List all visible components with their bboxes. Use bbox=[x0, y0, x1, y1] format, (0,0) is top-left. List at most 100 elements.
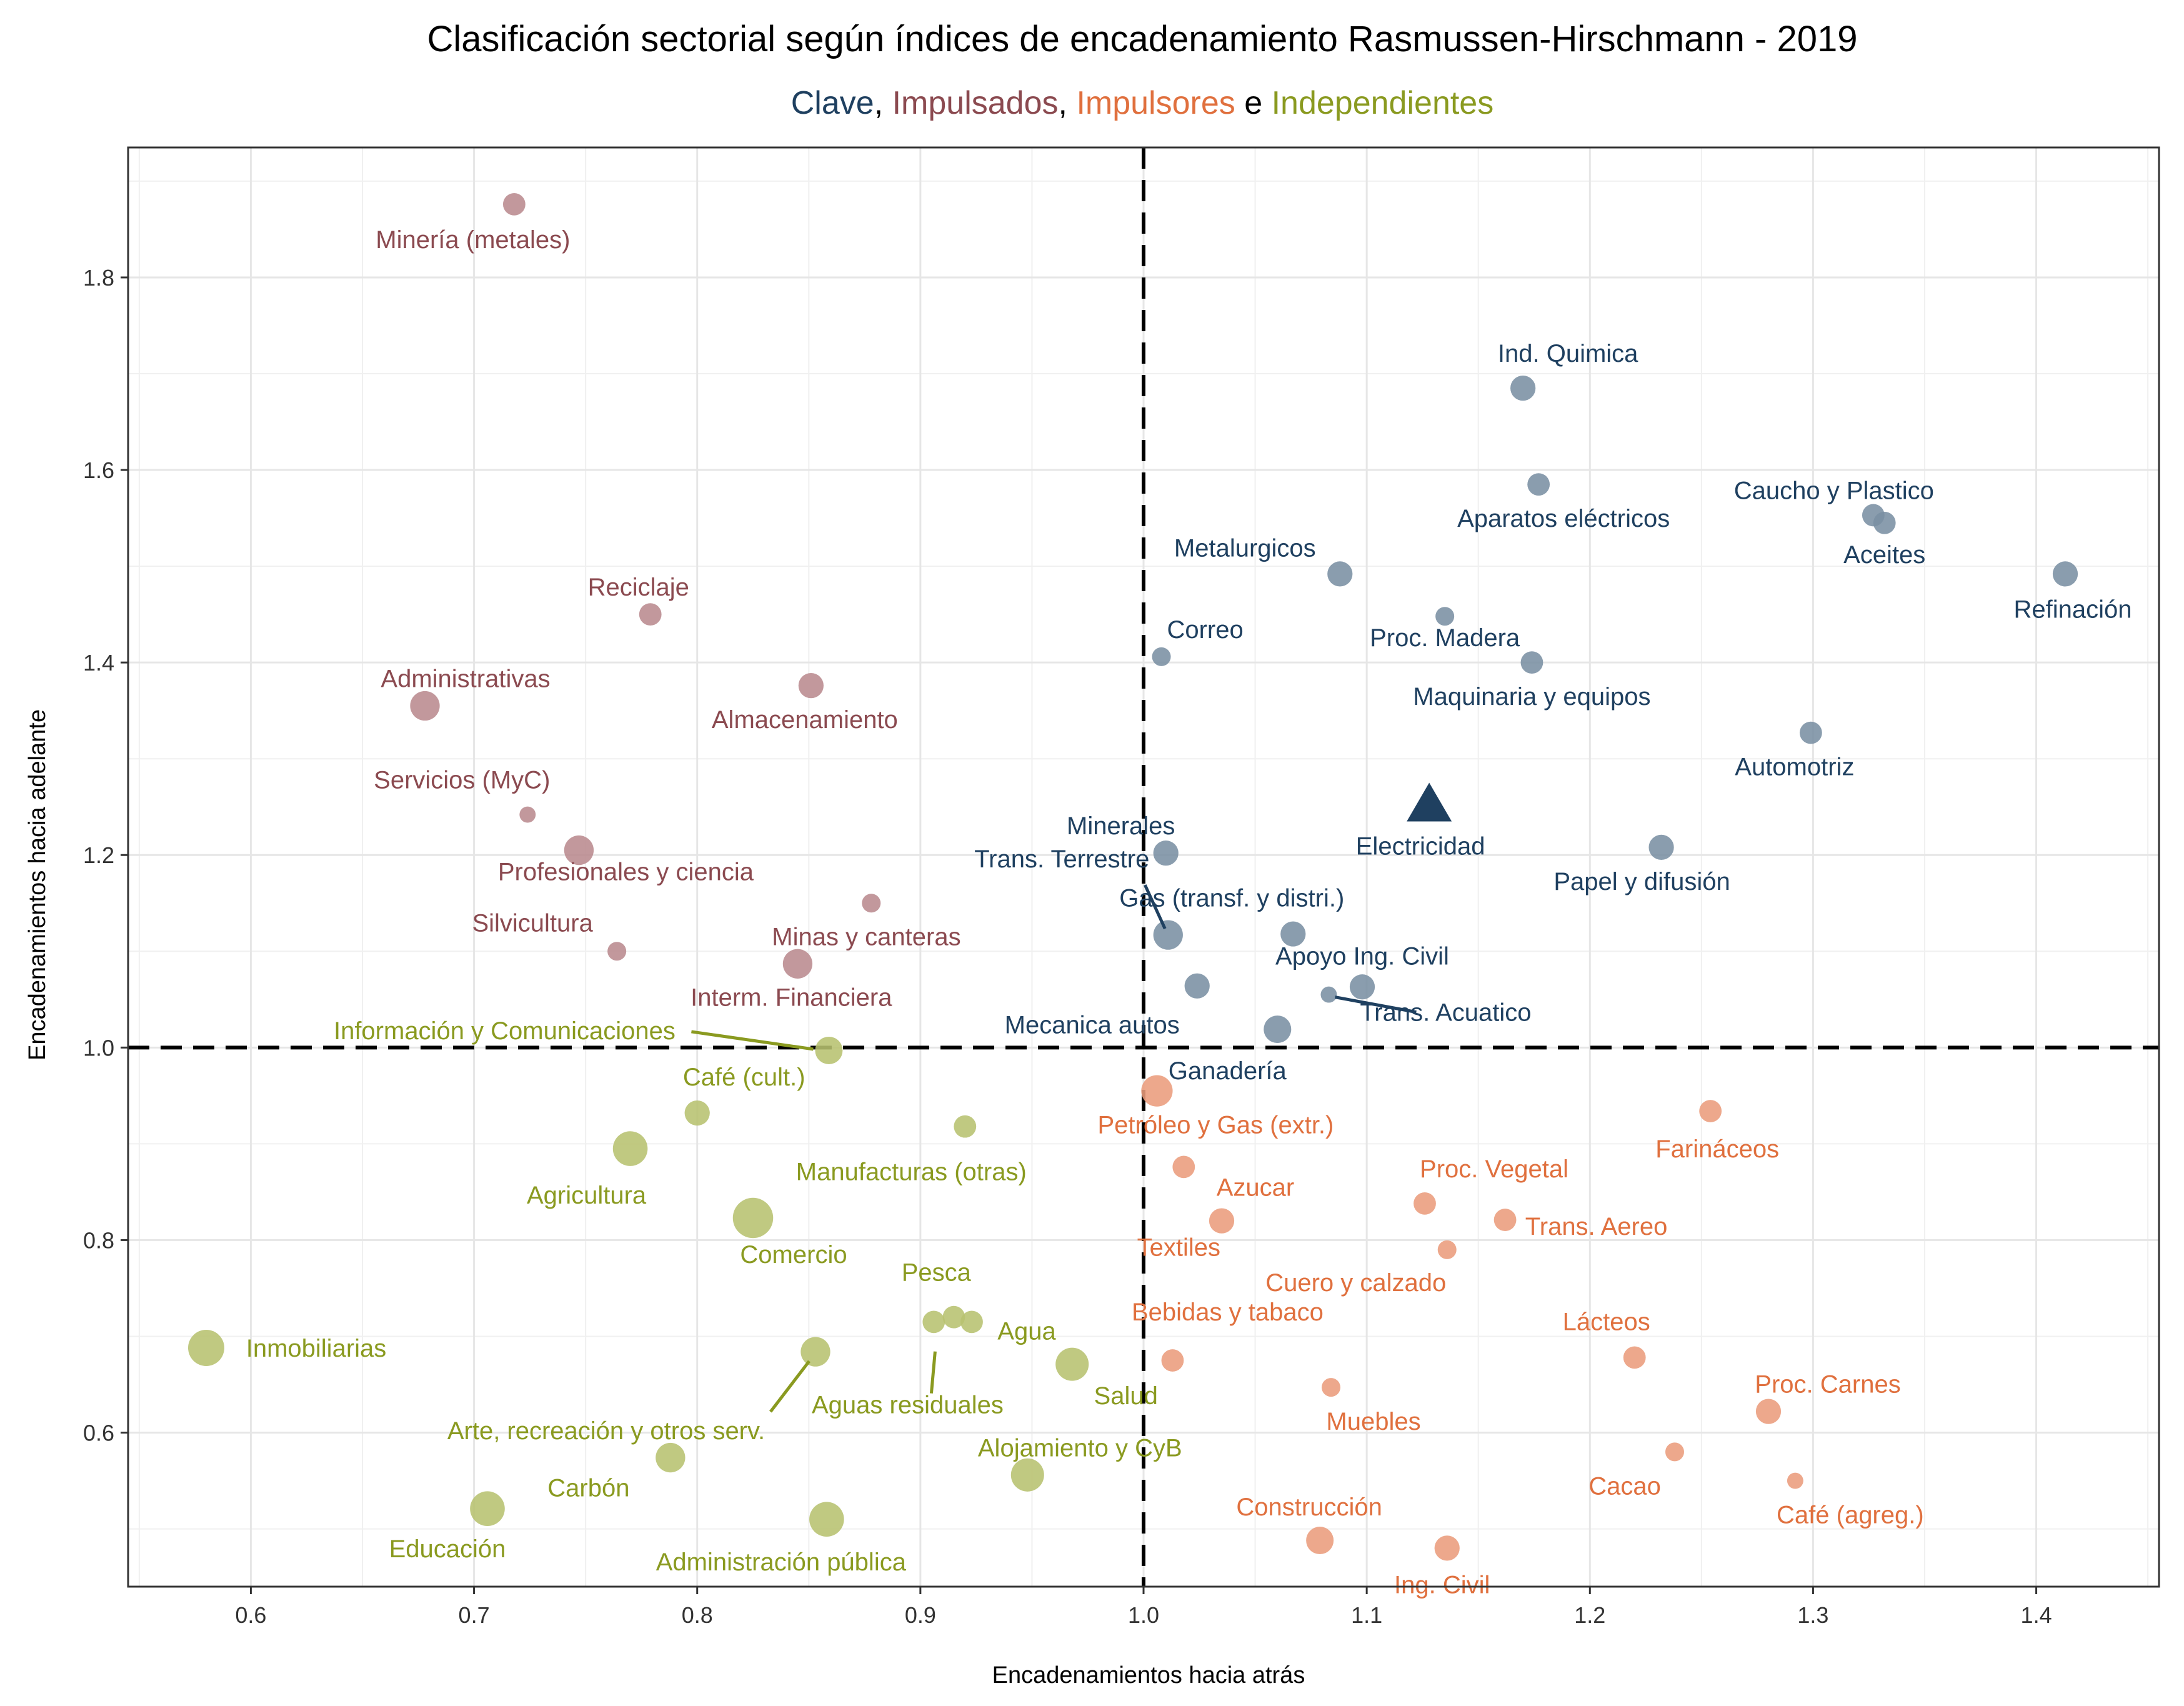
y-tick-label: 1.0 bbox=[83, 1035, 114, 1060]
point-metalurgicos bbox=[1327, 561, 1353, 587]
point-minas-y-canteras bbox=[782, 949, 813, 979]
point-proc-madera bbox=[1435, 607, 1455, 626]
label-caucho-y-plastico: Caucho y Plastico bbox=[1734, 477, 1934, 504]
point-correo bbox=[1152, 647, 1171, 666]
point-silvicultura bbox=[607, 942, 627, 961]
label-construccion: Construcción bbox=[1236, 1494, 1382, 1521]
y-tick-label: 0.8 bbox=[83, 1227, 114, 1253]
point-ing-civil bbox=[1434, 1535, 1460, 1561]
label-electricidad: Electricidad bbox=[1356, 833, 1485, 860]
y-tick-label: 1.6 bbox=[83, 457, 114, 483]
chart-title: Clasificación sectorial según índices de… bbox=[427, 19, 1858, 59]
point-salud bbox=[1055, 1347, 1089, 1381]
label-aparatos-electricos: Aparatos eléctricos bbox=[1457, 505, 1670, 532]
label-ganaderia: Ganadería bbox=[1169, 1057, 1287, 1085]
label-informacion-y-comunicaciones: Información y Comunicaciones bbox=[334, 1017, 676, 1045]
label-petroleo-y-gas-extr: Petróleo y Gas (extr.) bbox=[1097, 1112, 1334, 1139]
point-reciclaje bbox=[639, 603, 662, 626]
label-educacion: Educación bbox=[389, 1535, 506, 1563]
point-automotriz bbox=[1799, 721, 1822, 744]
axis-ticks: 0.6 0.7 0.8 0.9 1.0 1.1 1.2 1.3 1.4 0.6 0.8 1.0 1.2 1… bbox=[83, 265, 2052, 1628]
point-almacenamiento bbox=[798, 672, 824, 699]
label-cacao: Cacao bbox=[1588, 1472, 1661, 1500]
label-manufacturas-otras: Manufacturas (otras) bbox=[796, 1159, 1027, 1186]
leader-informacion-y-comunicaciones bbox=[691, 1030, 814, 1051]
point-proc-vegetal bbox=[1414, 1192, 1436, 1215]
x-tick-label: 1.1 bbox=[1351, 1602, 1382, 1628]
label-muebles: Muebles bbox=[1326, 1408, 1420, 1435]
point-lacteos bbox=[1623, 1346, 1646, 1369]
label-aguas-residuales: Aguas residuales bbox=[812, 1392, 1004, 1419]
leader-arte-recreacion-y-otros-serv bbox=[769, 1360, 810, 1413]
label-pesca: Pesca bbox=[902, 1259, 972, 1286]
point-trans-acuatico bbox=[1320, 986, 1337, 1003]
label-administracion-publica: Administración pública bbox=[656, 1549, 907, 1576]
label-carbon: Carbón bbox=[547, 1475, 629, 1502]
label-maquinaria-y-equipos: Maquinaria y equipos bbox=[1413, 683, 1650, 711]
y-tick-label: 1.2 bbox=[83, 842, 114, 868]
point-muebles bbox=[1322, 1378, 1340, 1397]
label-automotriz: Automotriz bbox=[1735, 754, 1854, 781]
chart-subtitle: Clave, Impulsados, Impulsores e Independ… bbox=[791, 85, 1493, 121]
x-tick-label: 1.2 bbox=[1574, 1602, 1605, 1628]
point-aguas-residuales bbox=[942, 1305, 965, 1329]
leader-trans-acuatico bbox=[1334, 995, 1417, 1014]
point-inmobiliarias bbox=[188, 1329, 224, 1366]
label-agricultura: Agricultura bbox=[527, 1182, 647, 1209]
y-axis-title: Encadenamientos hacia adelante bbox=[24, 709, 51, 1060]
point-petroleo-y-gas-extr bbox=[1141, 1075, 1173, 1107]
label-administrativas: Administrativas bbox=[381, 665, 550, 692]
y-tick-label: 1.8 bbox=[83, 265, 114, 291]
x-tick-label: 0.7 bbox=[459, 1602, 490, 1628]
label-agua: Agua bbox=[997, 1317, 1056, 1345]
point-textiles bbox=[1172, 1155, 1195, 1179]
label-almacenamiento: Almacenamiento bbox=[712, 706, 898, 734]
label-proc-madera: Proc. Madera bbox=[1370, 624, 1520, 652]
point-proc-carnes bbox=[1755, 1399, 1782, 1424]
point-comercio bbox=[732, 1197, 774, 1239]
subtitle-part: , bbox=[874, 85, 892, 121]
point-alojamiento-y-cyb bbox=[1010, 1458, 1044, 1492]
point-azucar bbox=[1209, 1208, 1235, 1234]
point-mineria-metales bbox=[502, 192, 526, 216]
point-papel-y-difusion bbox=[1648, 834, 1674, 860]
point-minerales bbox=[1153, 841, 1179, 866]
label-papel-y-difusion: Papel y difusión bbox=[1553, 868, 1730, 895]
label-mecanica-autos: Mecanica autos bbox=[1005, 1012, 1180, 1039]
point-refinacion bbox=[2052, 561, 2078, 587]
label-profesionales-y-ciencia: Profesionales y ciencia bbox=[498, 859, 754, 886]
subtitle-part: Independientes bbox=[1272, 85, 1494, 121]
label-arte-recreacion-y-otros-serv: Arte, recreación y otros serv. bbox=[447, 1417, 765, 1445]
label-metalurgicos: Metalurgicos bbox=[1174, 534, 1316, 562]
label-correo: Correo bbox=[1167, 616, 1243, 644]
label-minas-y-canteras: Minas y canteras bbox=[772, 923, 960, 950]
label-minerales: Minerales bbox=[1067, 812, 1175, 840]
subtitle-part: Impulsados bbox=[892, 85, 1059, 121]
point-educacion bbox=[470, 1491, 505, 1527]
label-proc-vegetal: Proc. Vegetal bbox=[1420, 1155, 1568, 1183]
label-farinaceos: Farináceos bbox=[1655, 1135, 1779, 1163]
subtitle-part: e bbox=[1235, 85, 1272, 121]
label-textiles: Textiles bbox=[1137, 1234, 1220, 1261]
x-tick-label: 0.8 bbox=[682, 1602, 713, 1628]
x-tick-label: 1.3 bbox=[1797, 1602, 1828, 1628]
label-cuero-y-calzado: Cuero y calzado bbox=[1265, 1269, 1446, 1297]
subtitle-part: Impulsores bbox=[1076, 85, 1235, 121]
point-manufacturas-otras bbox=[954, 1115, 977, 1138]
label-leaders bbox=[691, 884, 1417, 1413]
point-cuero-y-calzado bbox=[1437, 1240, 1457, 1259]
point-construccion bbox=[1306, 1527, 1334, 1555]
point-cafe-cult bbox=[684, 1100, 710, 1126]
label-salud: Salud bbox=[1094, 1382, 1158, 1410]
point-pesca bbox=[922, 1310, 945, 1334]
point-farinaceos bbox=[1699, 1100, 1722, 1122]
point-informacion-y-comunicaciones bbox=[815, 1036, 843, 1064]
point-trans-aereo bbox=[1493, 1209, 1517, 1231]
point-profesionales-y-ciencia bbox=[564, 835, 594, 865]
point-ganaderia bbox=[1264, 1015, 1292, 1044]
label-bebidas-y-tabaco: Bebidas y tabaco bbox=[1132, 1299, 1324, 1326]
leader-trans-terrestre bbox=[1144, 884, 1167, 930]
x-axis-title: Encadenamientos hacia atrás bbox=[992, 1662, 1305, 1689]
